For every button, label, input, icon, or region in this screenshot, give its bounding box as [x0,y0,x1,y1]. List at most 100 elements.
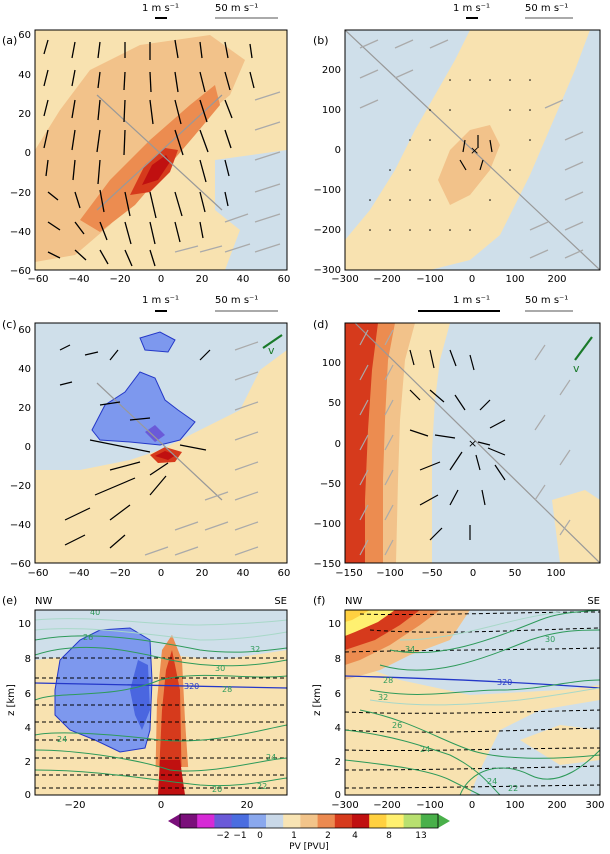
svg-text:0: 0 [25,442,31,453]
panel-e-contour-labels: 320 30 32 28 26 24 24 22 20 40 [57,610,276,794]
svg-text:−100: −100 [314,519,341,530]
colorbar-cell [420,814,439,828]
svg-text:24: 24 [57,735,67,744]
svg-text:40: 40 [18,364,31,375]
svg-text:−20: −20 [109,568,130,579]
svg-text:32: 32 [378,693,388,702]
svg-text:−60: −60 [27,274,48,285]
svg-text:300: 300 [585,800,604,811]
svg-text:24: 24 [487,777,497,786]
panel-d-wind-vectors [359,329,571,556]
svg-text:200: 200 [547,800,566,811]
panel-c-vz-label: v [268,344,275,357]
svg-text:22: 22 [508,784,518,793]
svg-text:−100: −100 [416,274,443,285]
panel-d-ref-vectors: 1 m s⁻¹ 50 m s⁻¹ [418,295,573,312]
colorbar-cells [180,814,439,828]
svg-text:13: 13 [415,831,426,841]
svg-text:8: 8 [335,654,341,665]
svg-text:−150: −150 [335,568,362,579]
svg-text:−20: −20 [64,800,85,811]
colorbar-cell [248,814,267,828]
svg-text:0: 0 [25,790,31,801]
panel-a-wind-vectors [43,39,281,267]
svg-text:−20: −20 [109,274,130,285]
panel-f-field: 320 30 32 34 26 24 22 28 24 [345,610,600,795]
panel-a-yticks: 60 40 20 0 −20 −40 −60 [10,30,31,277]
svg-text:34: 34 [405,645,415,654]
svg-text:22: 22 [257,782,267,791]
svg-text:−100: −100 [314,185,341,196]
svg-text:28: 28 [222,685,232,694]
colorbar-min-extend [168,814,180,828]
svg-text:1: 1 [291,831,297,841]
svg-text:10: 10 [328,619,341,630]
svg-text:6: 6 [335,689,341,700]
svg-text:−50: −50 [421,568,442,579]
panel-b-center-marker: × [470,144,479,157]
panel-a-ref-vectors: 1 m s⁻¹ 50 m s⁻¹ [142,3,278,19]
svg-text:10: 10 [18,619,31,630]
svg-text:0: 0 [469,800,475,811]
svg-text:−300: −300 [331,800,358,811]
svg-text:320: 320 [497,678,512,687]
panel-a: (a) 1 m s⁻¹ 50 m s⁻¹ [2,3,290,285]
panel-d-center-marker: × [468,437,477,450]
svg-text:−40: −40 [68,568,89,579]
panel-e-letter: (e) [2,594,17,607]
svg-text:−300: −300 [314,265,341,276]
panel-c-vz-arrow [262,334,283,349]
svg-text:−300: −300 [331,274,358,285]
svg-text:−60: −60 [27,568,48,579]
colorbar-cell [300,814,319,828]
colorbar-label: PV [PVU] [289,842,329,850]
svg-text:−40: −40 [68,274,89,285]
svg-text:100: 100 [505,800,524,811]
svg-text:4: 4 [335,723,341,734]
panel-d-vz-label: v [573,362,580,375]
svg-text:60: 60 [18,30,31,41]
svg-text:−2: −2 [216,831,229,841]
svg-text:0: 0 [470,568,476,579]
colorbar-cell [180,814,198,828]
panel-e-xticks: −20 0 20 [64,800,253,811]
panel-e-ylabel: z [km] [6,684,17,716]
svg-text:−50: −50 [320,479,341,490]
svg-text:8: 8 [386,831,392,841]
svg-text:40: 40 [237,274,250,285]
panel-e: (e) NW SE z [km] [2,594,288,811]
svg-text:200: 200 [547,274,566,285]
panel-d-ref-large-label: 50 m s⁻¹ [525,295,568,306]
svg-text:0: 0 [158,274,164,285]
panel-d-field: × v [345,323,600,563]
svg-text:0: 0 [335,145,341,156]
svg-text:2: 2 [325,831,331,841]
panel-a-letter: (a) [2,34,17,47]
svg-text:26: 26 [83,633,93,642]
svg-text:0: 0 [335,790,341,801]
panel-b-xticks: −300 −200 −100 0 100 200 [331,274,566,285]
svg-text:0: 0 [25,148,31,159]
svg-text:60: 60 [278,274,291,285]
colorbar-cell [266,814,284,828]
panel-e-contours [35,618,287,789]
svg-text:20: 20 [18,109,31,120]
colorbar-cell [369,814,387,828]
svg-text:−60: −60 [10,559,31,570]
svg-text:200: 200 [322,65,341,76]
colorbar-cell [214,814,233,828]
panel-f: (f) NW SE z [km] [312,594,605,811]
panel-c-ref-vectors: 1 m s⁻¹ 50 m s⁻¹ [142,295,278,312]
svg-text:100: 100 [505,274,524,285]
colorbar-ticks: −2 −1 0 1 2 4 8 13 [216,831,426,841]
svg-text:−20: −20 [10,188,31,199]
svg-text:100: 100 [322,105,341,116]
svg-text:−100: −100 [416,800,443,811]
svg-text:40: 40 [237,568,250,579]
panel-c: (c) 1 m s⁻¹ 50 m s⁻¹ [2,295,290,579]
panel-f-letter: (f) [313,594,325,607]
svg-text:−20: −20 [10,481,31,492]
panel-b: (b) 1 m s⁻¹ 50 m s⁻¹ [313,3,601,285]
svg-text:60: 60 [18,325,31,336]
panel-c-ref-small-label: 1 m s⁻¹ [142,295,179,306]
